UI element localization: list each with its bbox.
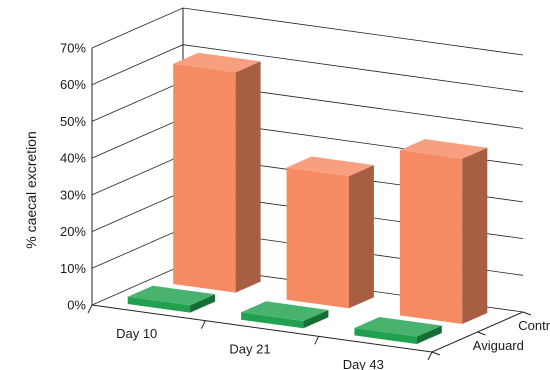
bar-side xyxy=(303,310,329,329)
x-tick-label: Day 10 xyxy=(116,326,157,341)
y-tick-label: 60% xyxy=(60,77,86,92)
x-tick-label: Day 43 xyxy=(343,357,384,370)
series-label: Aviguard xyxy=(473,338,524,353)
z-tick xyxy=(522,311,532,316)
bar-top xyxy=(241,301,329,321)
bar-top xyxy=(354,317,442,337)
y-tick-label: 70% xyxy=(60,41,86,56)
bar-top xyxy=(173,52,261,73)
bar xyxy=(173,52,261,293)
bar xyxy=(286,156,374,309)
y-tick-label: 10% xyxy=(60,261,86,276)
bar-front xyxy=(399,150,463,324)
z-tick xyxy=(477,331,486,336)
gridline xyxy=(91,7,524,56)
gridline xyxy=(91,80,524,129)
bar xyxy=(241,301,329,329)
y-tick-label: 50% xyxy=(60,114,86,129)
x-tick xyxy=(200,320,206,329)
bar xyxy=(399,139,488,324)
x-tick xyxy=(427,351,433,361)
series-label: Control xyxy=(518,318,550,333)
bars xyxy=(127,52,488,344)
bar-front xyxy=(127,296,191,313)
bar-side xyxy=(235,61,261,293)
bar-top xyxy=(286,156,374,177)
bar-front xyxy=(173,63,236,293)
bar-top xyxy=(127,285,216,306)
x-tick xyxy=(314,336,320,345)
bar xyxy=(127,285,216,313)
y-tick-label: 30% xyxy=(60,187,86,202)
y-axis-label: % caecal excretion xyxy=(23,131,39,249)
axes xyxy=(87,8,532,361)
bar-front xyxy=(286,167,349,309)
bar-side xyxy=(190,294,216,313)
gridline xyxy=(91,44,524,93)
bar xyxy=(354,317,442,344)
x-tick-label: Day 21 xyxy=(229,342,270,357)
bar-side xyxy=(416,325,442,344)
bar-side xyxy=(462,147,488,324)
labels: 0% 10% 20% 30% 40% 50% 60% 70% Day 10 Day 21 Day 4… xyxy=(60,41,550,370)
bar-top xyxy=(399,139,488,159)
bar-front xyxy=(241,312,304,329)
y-tick-label: 0% xyxy=(67,298,86,313)
y-tick-label: 20% xyxy=(60,224,86,239)
bar-side xyxy=(348,165,374,309)
y-tick-label: 40% xyxy=(60,151,86,166)
z-tick xyxy=(431,351,441,356)
x-tick xyxy=(87,304,93,314)
bar-front xyxy=(354,328,417,344)
